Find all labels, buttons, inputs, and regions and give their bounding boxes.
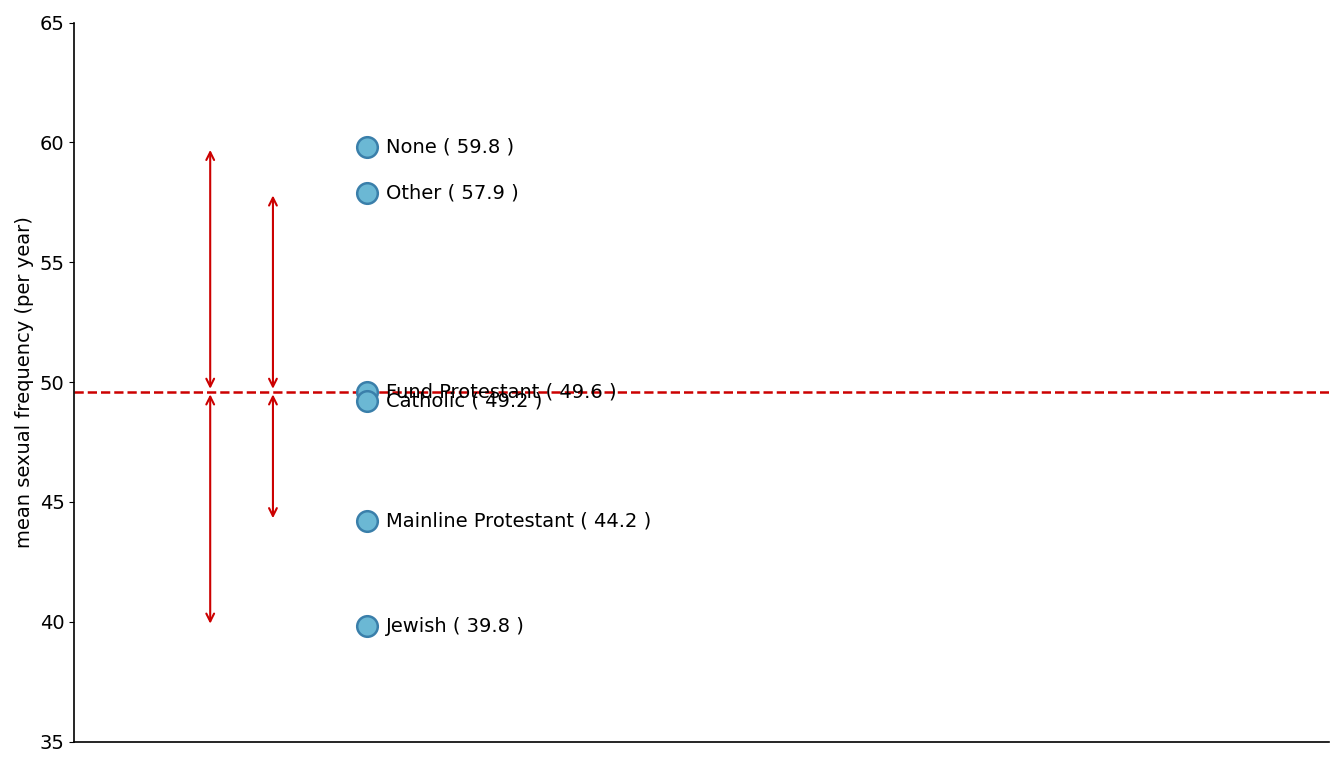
Text: Mainline Protestant ( 44.2 ): Mainline Protestant ( 44.2 )	[386, 511, 650, 531]
Text: Catholic ( 49.2 ): Catholic ( 49.2 )	[386, 392, 542, 411]
Point	[356, 141, 378, 154]
Point	[356, 187, 378, 199]
Point	[356, 515, 378, 527]
Y-axis label: mean sexual frequency (per year): mean sexual frequency (per year)	[15, 216, 34, 548]
Text: None ( 59.8 ): None ( 59.8 )	[386, 137, 513, 157]
Text: Jewish ( 39.8 ): Jewish ( 39.8 )	[386, 617, 524, 636]
Text: Fund Protestant ( 49.6 ): Fund Protestant ( 49.6 )	[386, 382, 617, 401]
Point	[356, 386, 378, 398]
Text: Other ( 57.9 ): Other ( 57.9 )	[386, 183, 519, 202]
Point	[356, 395, 378, 407]
Point	[356, 621, 378, 633]
